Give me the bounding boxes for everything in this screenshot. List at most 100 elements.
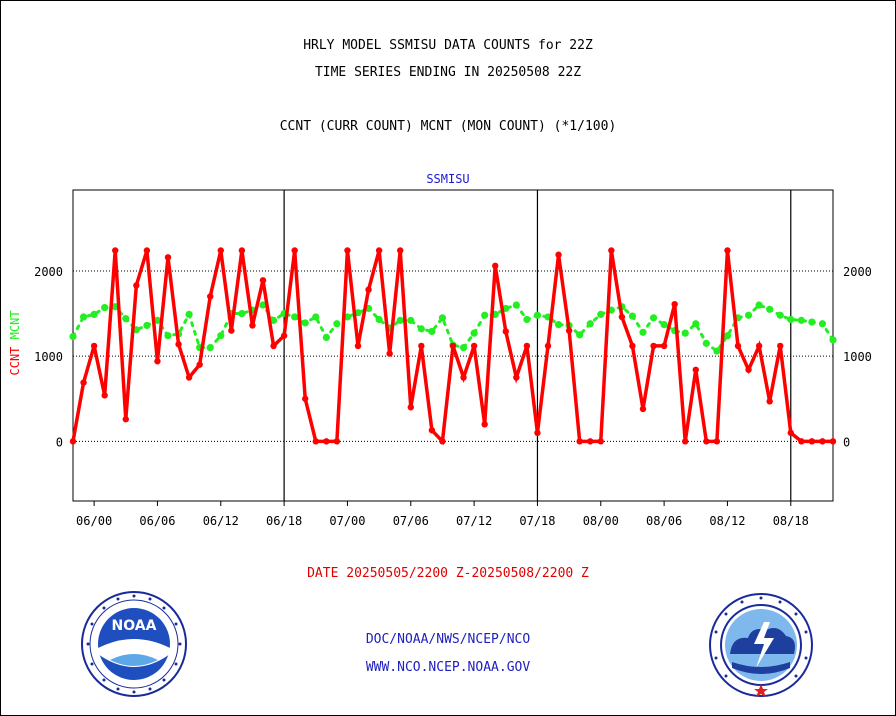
ccnt-point: [112, 247, 119, 254]
mcnt-point: [702, 339, 710, 347]
mcnt-point: [692, 320, 700, 328]
mcnt-point: [723, 332, 732, 340]
mcnt-point: [375, 315, 383, 324]
ccnt-point: [80, 379, 87, 386]
ccnt-point: [259, 277, 267, 284]
x-tick-label: 07/12: [456, 514, 492, 528]
ccnt-point: [671, 300, 678, 308]
mcnt-point: [576, 331, 584, 339]
ccnt-point: [734, 342, 742, 350]
ccnt-point: [513, 374, 520, 381]
ccnt-point: [354, 342, 362, 350]
ccnt-point: [323, 438, 330, 445]
mcnt-point: [470, 329, 478, 337]
mcnt-point: [438, 314, 447, 322]
ccnt-point: [90, 342, 98, 350]
mcnt-point: [797, 316, 805, 324]
ccnt-point: [819, 438, 826, 445]
mcnt-point: [206, 344, 214, 352]
ccnt-point: [228, 327, 235, 334]
mcnt-point: [628, 312, 637, 320]
ccnt-point: [565, 327, 573, 334]
ccnt-point: [101, 392, 108, 399]
nws-logo-icon: [709, 593, 813, 697]
ccnt-point: [69, 438, 77, 445]
x-tick-label: 06/00: [76, 514, 112, 528]
ccnt-point: [492, 262, 499, 270]
ccnt-point: [713, 438, 721, 445]
ccnt-point: [523, 342, 531, 350]
mcnt-point: [597, 310, 605, 318]
ccnt-point: [449, 342, 457, 350]
ccnt-point: [618, 313, 626, 321]
chart-title-line2: TIME SERIES ENDING IN 20250508 22Z: [314, 65, 582, 80]
mcnt-point: [481, 311, 489, 319]
ccnt-point: [555, 251, 562, 258]
ccnt-point: [597, 438, 604, 445]
ccnt-point: [164, 254, 172, 261]
mcnt-point: [523, 315, 531, 324]
mcnt-point: [396, 316, 404, 324]
chart-subtitle: CCNT (CURR COUNT) MCNT (MON COUNT) (*1/1…: [279, 119, 617, 134]
mcnt-point: [766, 305, 774, 313]
x-tick-label: 07/18: [519, 514, 555, 528]
footer-org-text: DOC/NOAA/NWS/NCEP/NCO: [365, 632, 531, 647]
ccnt-point: [375, 247, 383, 254]
plot-name: SSMISU: [426, 172, 470, 186]
ccnt-point: [386, 350, 393, 357]
ccnt-point: [534, 429, 541, 437]
mcnt-point: [512, 301, 520, 309]
ccnt-point: [333, 438, 341, 445]
x-tick-label: 07/06: [393, 514, 429, 528]
ccnt-point: [143, 247, 151, 254]
ccnt-point: [787, 429, 794, 437]
mcnt-point: [428, 327, 436, 336]
ccnt-point: [344, 247, 351, 254]
mcnt-point: [755, 301, 763, 309]
ccnt-point: [270, 342, 277, 350]
x-tick-label: 08/06: [646, 514, 682, 528]
mcnt-point: [101, 303, 109, 312]
ccnt-point: [460, 374, 467, 381]
mcnt-point: [660, 321, 668, 329]
footer-url-link[interactable]: WWW.NCO.NCEP.NOAA.GOV: [365, 660, 531, 675]
ccnt-point: [481, 421, 488, 428]
ccnt-point: [576, 438, 583, 445]
ccnt-point: [397, 247, 404, 254]
mcnt-point: [153, 316, 162, 324]
x-tick-label: 06/18: [266, 514, 302, 528]
ccnt-point: [745, 366, 752, 373]
ccnt-point: [154, 358, 161, 365]
ccnt-point: [418, 342, 425, 350]
mcnt-point: [829, 336, 837, 344]
y-axis-label: CCNT MCNT: [8, 310, 22, 375]
mcnt-point: [301, 319, 309, 327]
ccnt-point: [703, 438, 710, 445]
mcnt-point: [808, 318, 816, 326]
mcnt-point: [322, 333, 330, 342]
mcnt-point: [164, 332, 172, 340]
mcnt-point: [586, 320, 594, 328]
mcnt-point: [407, 316, 415, 324]
mcnt-point: [333, 320, 341, 328]
ccnt-point: [660, 342, 668, 350]
ccnt-point: [829, 438, 837, 445]
mcnt-point: [639, 328, 647, 336]
ccnt-point: [755, 342, 763, 350]
ccnt-point: [439, 438, 446, 445]
x-tick-label: 07/00: [329, 514, 365, 528]
ccnt-point: [185, 374, 193, 381]
x-tick-label: 06/06: [139, 514, 175, 528]
ccnt-point: [777, 342, 784, 350]
ccnt-point: [365, 286, 372, 293]
x-tick-label: 08/12: [709, 514, 745, 528]
mcnt-point: [744, 311, 753, 319]
ccnt-point: [798, 438, 805, 445]
y-tick-label-right: 0: [843, 435, 850, 449]
x-tick-label: 06/12: [203, 514, 239, 528]
mcnt-point: [217, 332, 225, 340]
noaa-logo-text: NOAA: [112, 618, 157, 634]
mcnt-point: [185, 310, 193, 318]
ccnt-point: [302, 395, 309, 402]
